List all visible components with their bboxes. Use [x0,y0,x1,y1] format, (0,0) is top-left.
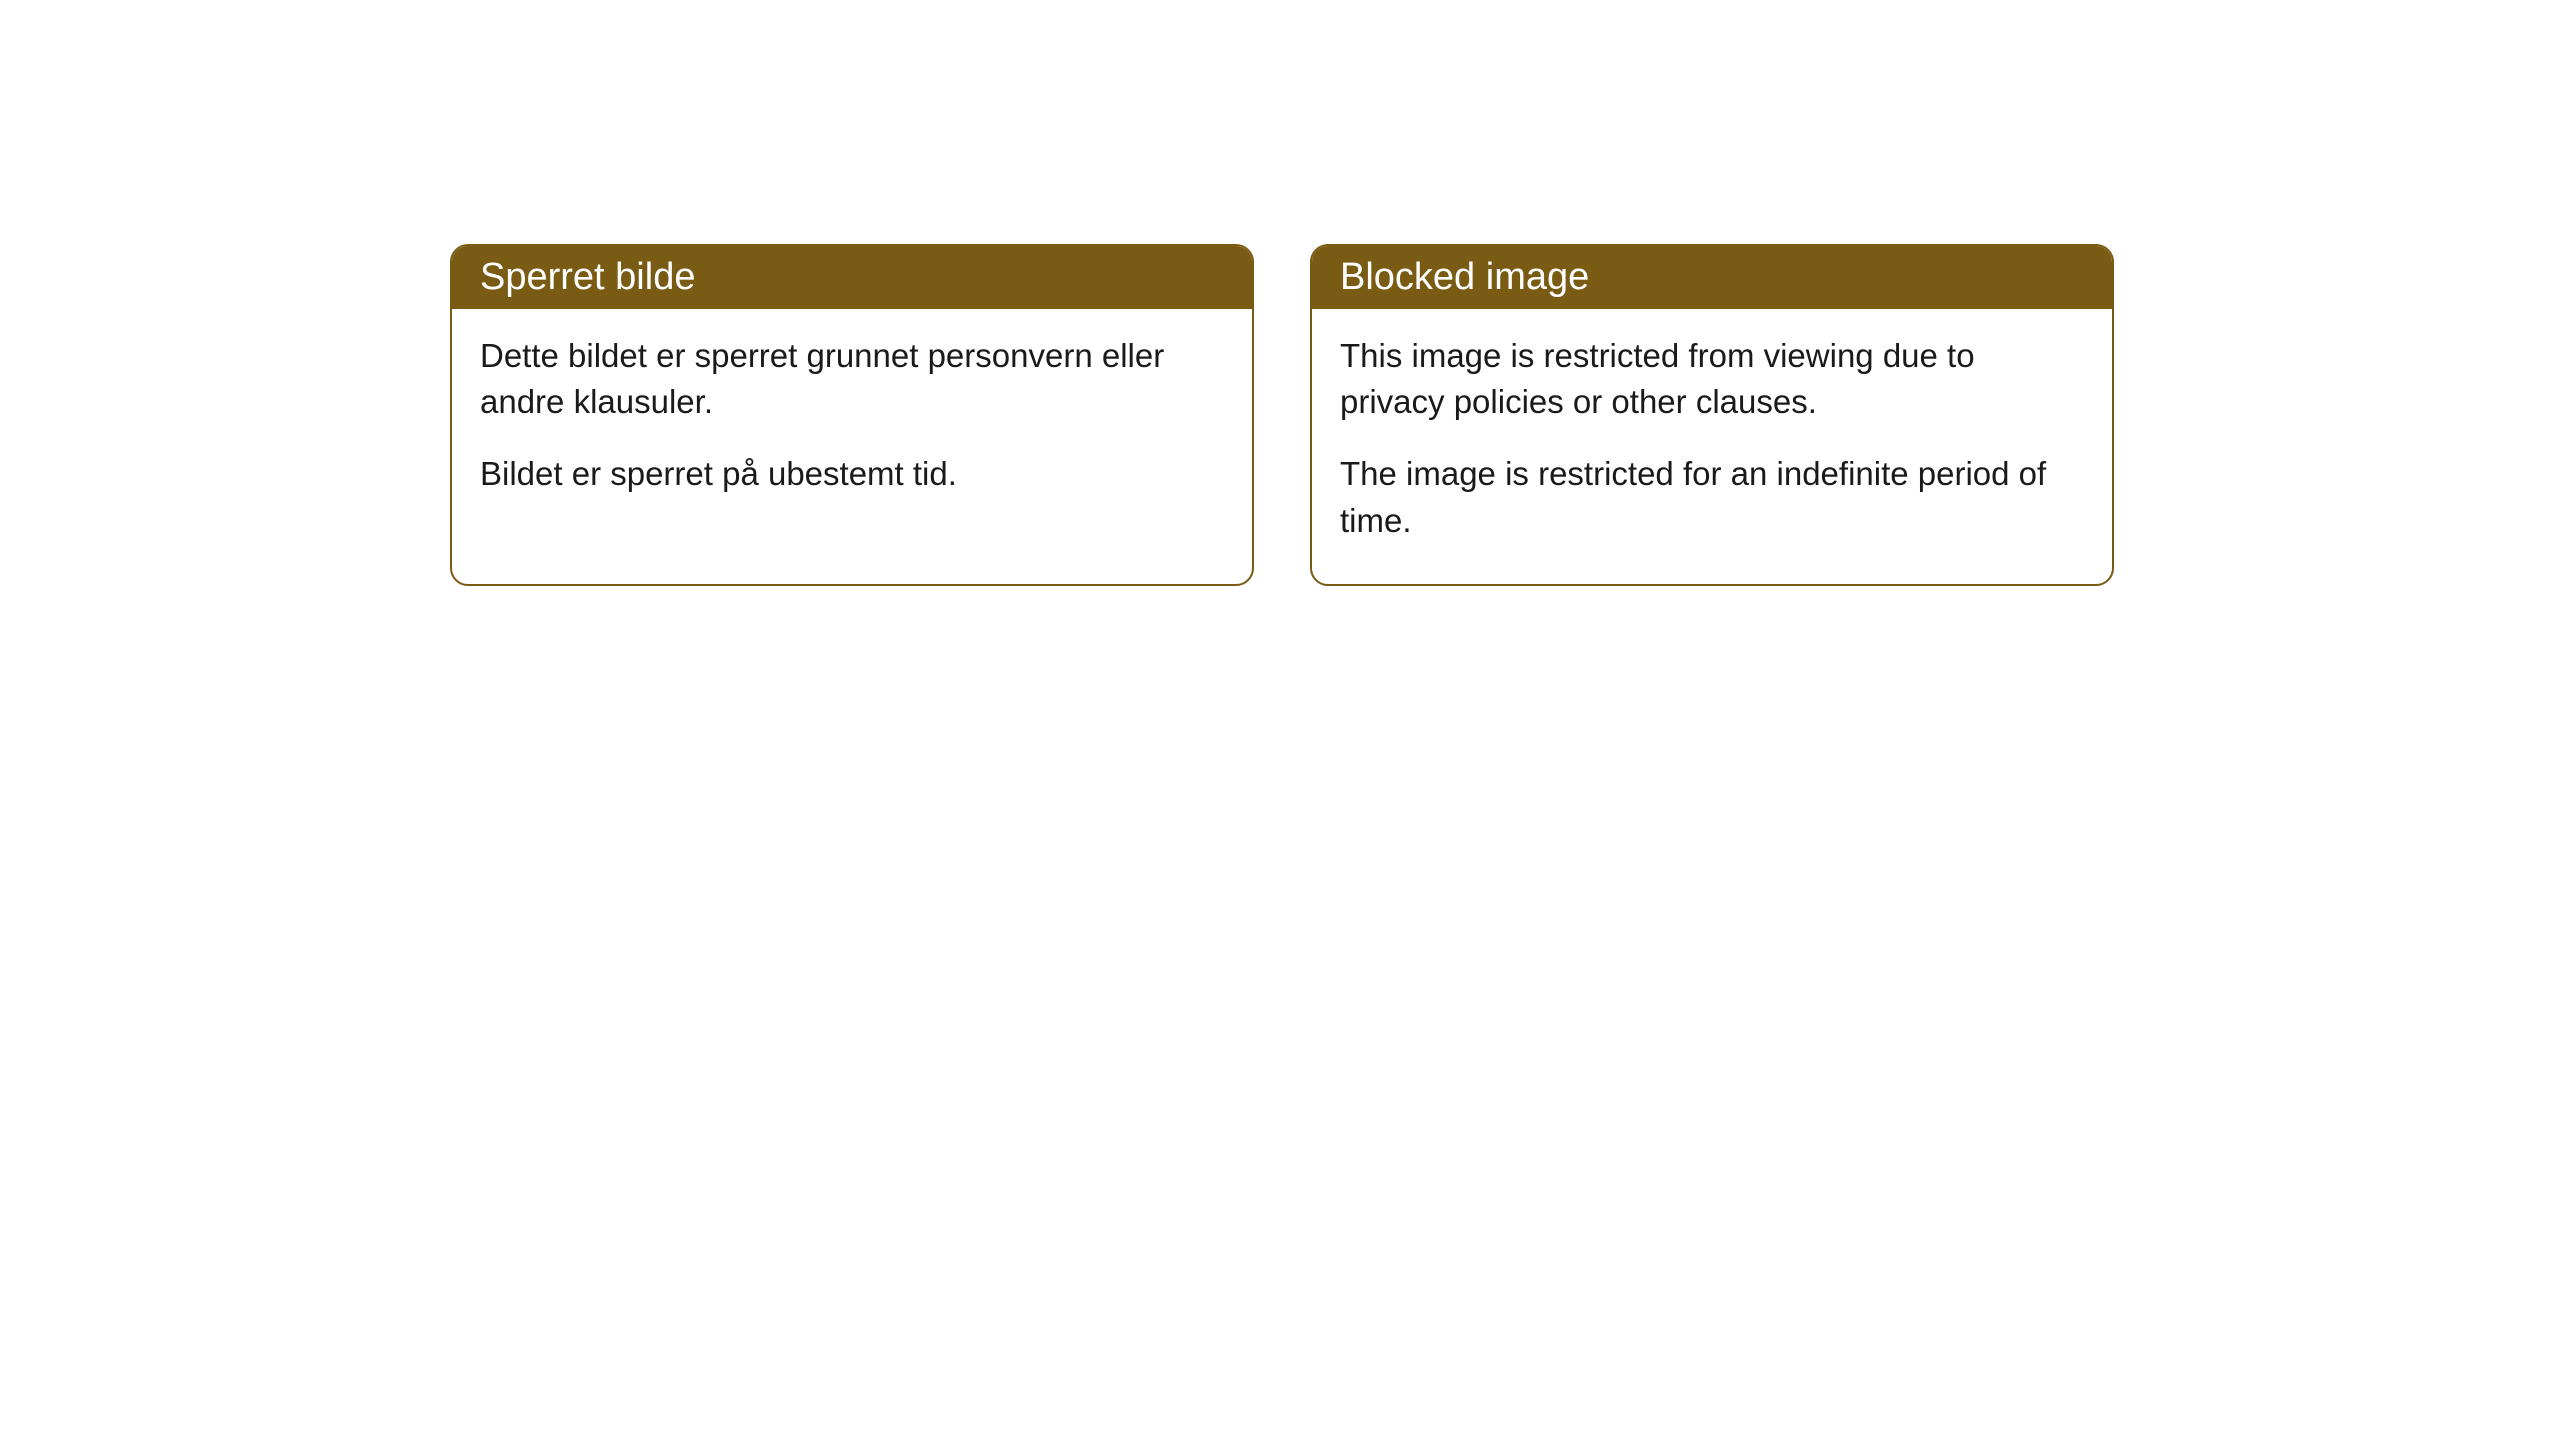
card-body: This image is restricted from viewing du… [1312,309,2112,584]
card-header: Sperret bilde [452,246,1252,309]
notice-card-english: Blocked image This image is restricted f… [1310,244,2114,586]
card-title: Blocked image [1340,256,1589,298]
card-title: Sperret bilde [480,256,695,298]
card-body: Dette bildet er sperret grunnet personve… [452,309,1252,538]
card-paragraph: This image is restricted from viewing du… [1340,333,2084,425]
card-paragraph: The image is restricted for an indefinit… [1340,451,2084,543]
card-paragraph: Bildet er sperret på ubestemt tid. [480,451,1224,497]
notice-container: Sperret bilde Dette bildet er sperret gr… [450,244,2114,586]
notice-card-norwegian: Sperret bilde Dette bildet er sperret gr… [450,244,1254,586]
card-paragraph: Dette bildet er sperret grunnet personve… [480,333,1224,425]
card-header: Blocked image [1312,246,2112,309]
